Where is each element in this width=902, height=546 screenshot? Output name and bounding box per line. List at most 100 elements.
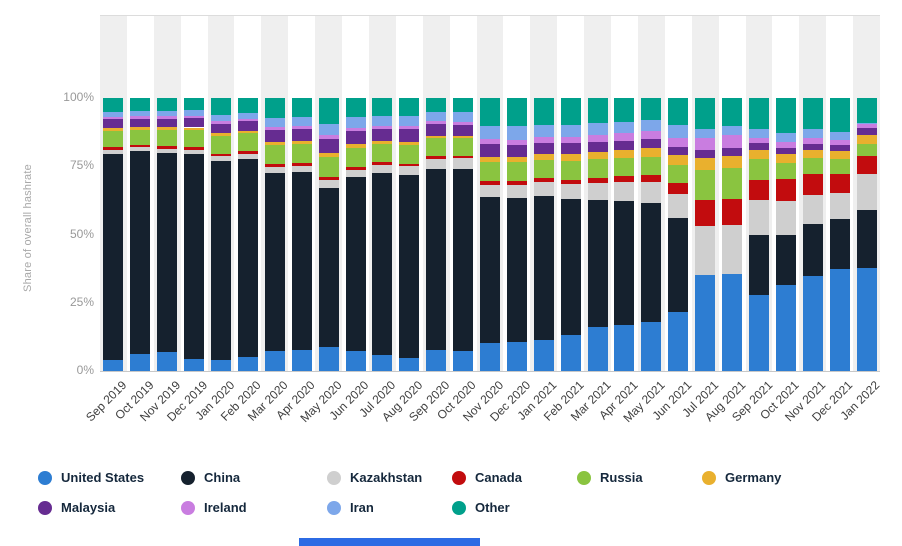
bar-segment-iran[interactable] (211, 115, 232, 122)
bar-segment-ireland[interactable] (453, 122, 474, 125)
bar-segment-other[interactable] (211, 98, 232, 116)
bar-segment-china[interactable] (533, 195, 554, 341)
bar-segment-russia[interactable] (748, 159, 769, 180)
bar-segment-other[interactable] (533, 98, 554, 125)
bar-segment-malaysia[interactable] (775, 147, 796, 154)
bar-segment-iran[interactable] (695, 129, 716, 138)
bar-segment-russia[interactable] (318, 156, 339, 177)
bar-segment-malaysia[interactable] (237, 121, 258, 131)
bar-segment-kazakhstan[interactable] (345, 169, 366, 178)
bar-segment-kazakhstan[interactable] (722, 224, 743, 275)
bar-segment-china[interactable] (748, 234, 769, 296)
bar-segment-kazakhstan[interactable] (130, 147, 151, 152)
bar-segment-malaysia[interactable] (748, 143, 769, 150)
bar-segment-other[interactable] (506, 98, 527, 127)
bar-segment-germany[interactable] (453, 135, 474, 139)
bar-segment-canada[interactable] (372, 162, 393, 166)
bar-segment-russia[interactable] (130, 129, 151, 145)
bar-segment-china[interactable] (587, 200, 608, 328)
bar-segment-united-states[interactable] (184, 359, 205, 371)
bar-segment-iran[interactable] (614, 122, 635, 134)
bar-segment-united-states[interactable] (237, 357, 258, 371)
bar-segment-russia[interactable] (506, 162, 527, 182)
bar-segment-kazakhstan[interactable] (802, 195, 823, 225)
bar-segment-russia[interactable] (426, 138, 447, 157)
bar-segment-iran[interactable] (237, 113, 258, 120)
bar-segment-canada[interactable] (103, 146, 124, 150)
bar-segment-canada[interactable] (533, 178, 554, 182)
bar-segment-united-states[interactable] (264, 351, 285, 371)
bar-segment-germany[interactable] (614, 149, 635, 159)
bar-segment-malaysia[interactable] (372, 128, 393, 141)
bar-segment-kazakhstan[interactable] (614, 182, 635, 202)
bar-segment-russia[interactable] (211, 135, 232, 154)
bar-segment-kazakhstan[interactable] (184, 149, 205, 155)
bar-segment-ireland[interactable] (130, 116, 151, 119)
bar-segment-other[interactable] (587, 98, 608, 124)
bar-segment-malaysia[interactable] (533, 143, 554, 154)
bar-segment-china[interactable] (480, 197, 500, 343)
bar-segment-united-states[interactable] (641, 322, 662, 371)
bar-segment-united-states[interactable] (560, 334, 581, 371)
bar-segment-germany[interactable] (211, 133, 232, 136)
bar-segment-ireland[interactable] (560, 137, 581, 144)
bar-segment-malaysia[interactable] (856, 128, 877, 136)
bar-segment-germany[interactable] (157, 127, 178, 130)
bar-segment-ireland[interactable] (614, 133, 635, 141)
bar-segment-united-states[interactable] (291, 349, 312, 371)
bar-segment-other[interactable] (291, 98, 312, 118)
bar-segment-china[interactable] (560, 199, 581, 335)
bar-segment-united-states[interactable] (318, 346, 339, 371)
bar-segment-ireland[interactable] (668, 137, 689, 147)
bar-segment-malaysia[interactable] (560, 143, 581, 154)
bar-segment-kazakhstan[interactable] (157, 148, 178, 153)
bar-segment-kazakhstan[interactable] (426, 159, 447, 169)
bar-segment-china[interactable] (506, 198, 527, 343)
bar-segment-ireland[interactable] (641, 131, 662, 140)
bar-segment-canada[interactable] (480, 181, 500, 185)
bar-segment-russia[interactable] (103, 130, 124, 147)
bar-segment-russia[interactable] (399, 144, 420, 164)
bar-segment-canada[interactable] (399, 163, 420, 167)
bar-segment-ireland[interactable] (856, 122, 877, 129)
bar-segment-malaysia[interactable] (614, 140, 635, 150)
bar-segment-kazakhstan[interactable] (587, 182, 608, 201)
bar-segment-ireland[interactable] (533, 137, 554, 144)
bar-segment-other[interactable] (453, 98, 474, 113)
bar-segment-ireland[interactable] (802, 138, 823, 144)
bar-segment-ireland[interactable] (695, 137, 716, 150)
bar-segment-other[interactable] (560, 98, 581, 125)
bar-segment-china[interactable] (318, 187, 339, 347)
bar-segment-malaysia[interactable] (399, 129, 420, 142)
bar-segment-canada[interactable] (506, 181, 527, 186)
bar-segment-germany[interactable] (237, 130, 258, 134)
bar-segment-other[interactable] (184, 98, 205, 111)
bar-segment-malaysia[interactable] (184, 118, 205, 128)
bar-segment-russia[interactable] (184, 129, 205, 148)
bar-segment-malaysia[interactable] (668, 146, 689, 155)
bar-segment-malaysia[interactable] (695, 149, 716, 159)
bar-segment-china[interactable] (345, 177, 366, 352)
bar-segment-russia[interactable] (453, 138, 474, 156)
bar-segment-malaysia[interactable] (480, 144, 500, 157)
bar-segment-russia[interactable] (480, 161, 500, 182)
bar-segment-china[interactable] (291, 172, 312, 350)
bar-segment-kazakhstan[interactable] (318, 180, 339, 188)
bar-segment-germany[interactable] (103, 128, 124, 131)
bar-segment-united-states[interactable] (722, 274, 743, 371)
bar-segment-germany[interactable] (480, 156, 500, 162)
bar-segment-russia[interactable] (802, 158, 823, 175)
bar-segment-malaysia[interactable] (157, 118, 178, 128)
bar-segment-russia[interactable] (560, 160, 581, 180)
bar-segment-iran[interactable] (372, 115, 393, 126)
bar-segment-iran[interactable] (345, 117, 366, 129)
bar-segment-kazakhstan[interactable] (211, 156, 232, 162)
bar-segment-iran[interactable] (318, 123, 339, 136)
bar-segment-germany[interactable] (426, 135, 447, 139)
bar-segment-malaysia[interactable] (829, 145, 850, 151)
bar-segment-ireland[interactable] (829, 140, 850, 146)
bar-segment-ireland[interactable] (775, 142, 796, 148)
bar-segment-china[interactable] (641, 202, 662, 323)
bar-segment-kazakhstan[interactable] (291, 166, 312, 173)
bar-segment-russia[interactable] (587, 159, 608, 178)
